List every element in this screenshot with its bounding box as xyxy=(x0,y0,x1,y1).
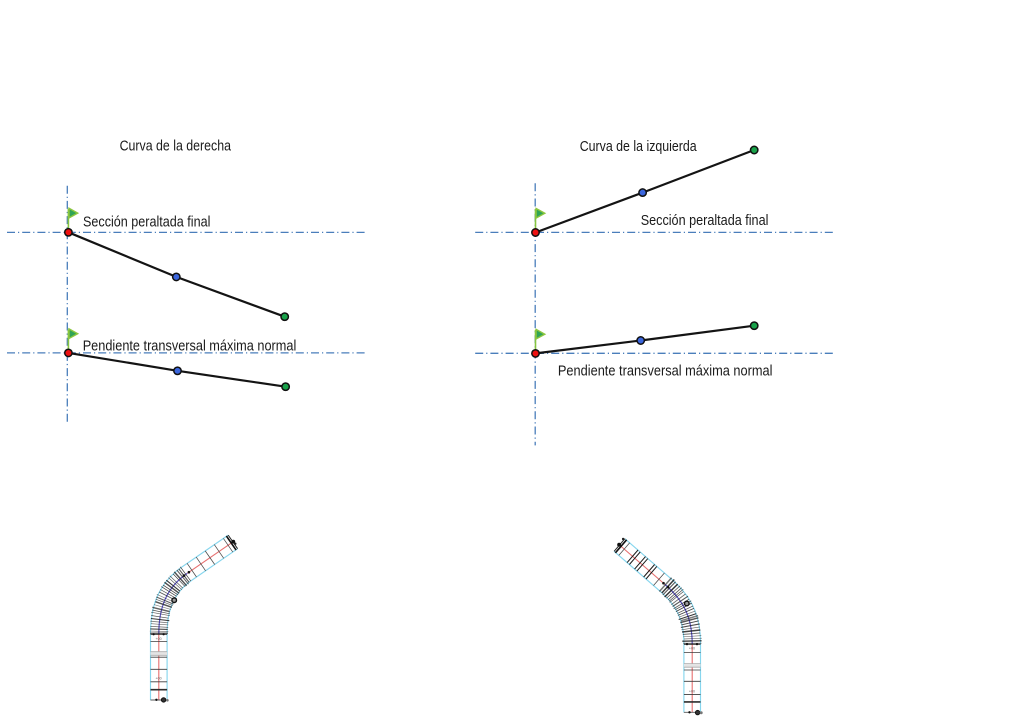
svg-text:Curva de la derecha: Curva de la derecha xyxy=(120,137,232,154)
svg-text:+00: +00 xyxy=(689,647,695,651)
svg-text:Curva de la izquierda: Curva de la izquierda xyxy=(580,138,698,155)
svg-text:Sección peraltada final: Sección peraltada final xyxy=(83,214,210,231)
svg-text:+00: +00 xyxy=(689,689,695,693)
svg-text:Pendiente transversal máxima n: Pendiente transversal máxima normal xyxy=(558,363,773,380)
svg-text:+00: +00 xyxy=(156,637,162,641)
svg-text:Sección peraltada final: Sección peraltada final xyxy=(641,212,769,229)
svg-text:+00: +00 xyxy=(156,677,162,681)
svg-text:Pendiente transversal máxima n: Pendiente transversal máxima normal xyxy=(83,338,297,355)
